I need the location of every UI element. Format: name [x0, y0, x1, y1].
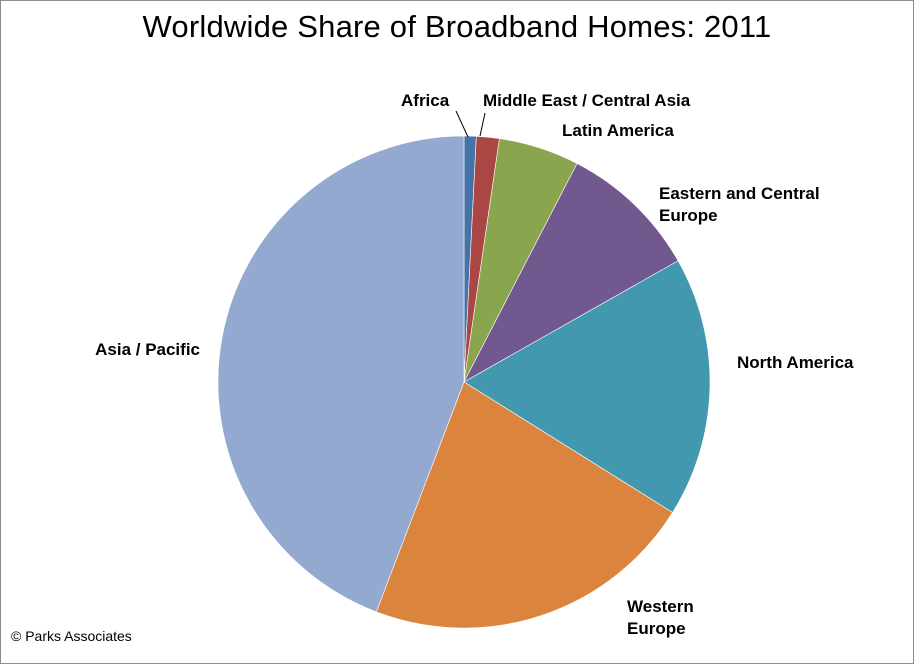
- slice-label: Eastern and Central Europe: [659, 184, 820, 225]
- pie-slices: [217, 135, 711, 629]
- slice-label: Middle East / Central Asia: [483, 91, 691, 110]
- slice-label: Asia / Pacific: [95, 340, 200, 359]
- pie-slice-asia-pacific: [217, 135, 465, 613]
- copyright-note: © Parks Associates: [11, 628, 132, 644]
- leader-lines: [455, 110, 486, 138]
- slice-labels: Africa Middle East / Central Asia Latin Am…: [95, 91, 854, 638]
- slice-label: Africa: [401, 91, 450, 110]
- slice-label: Latin America: [562, 121, 674, 140]
- slice-label: North America: [737, 353, 854, 372]
- slice-label: Western Europe: [627, 597, 694, 638]
- chart-title: Worldwide Share of Broadband Homes: 2011: [142, 9, 772, 44]
- leader-line: [479, 112, 486, 137]
- pie-slice-eastern-and-central-europe: [463, 163, 679, 383]
- pie-slice-north-america: [463, 260, 711, 513]
- pie-slice-western-europe: [375, 381, 673, 629]
- leader-line: [455, 110, 469, 138]
